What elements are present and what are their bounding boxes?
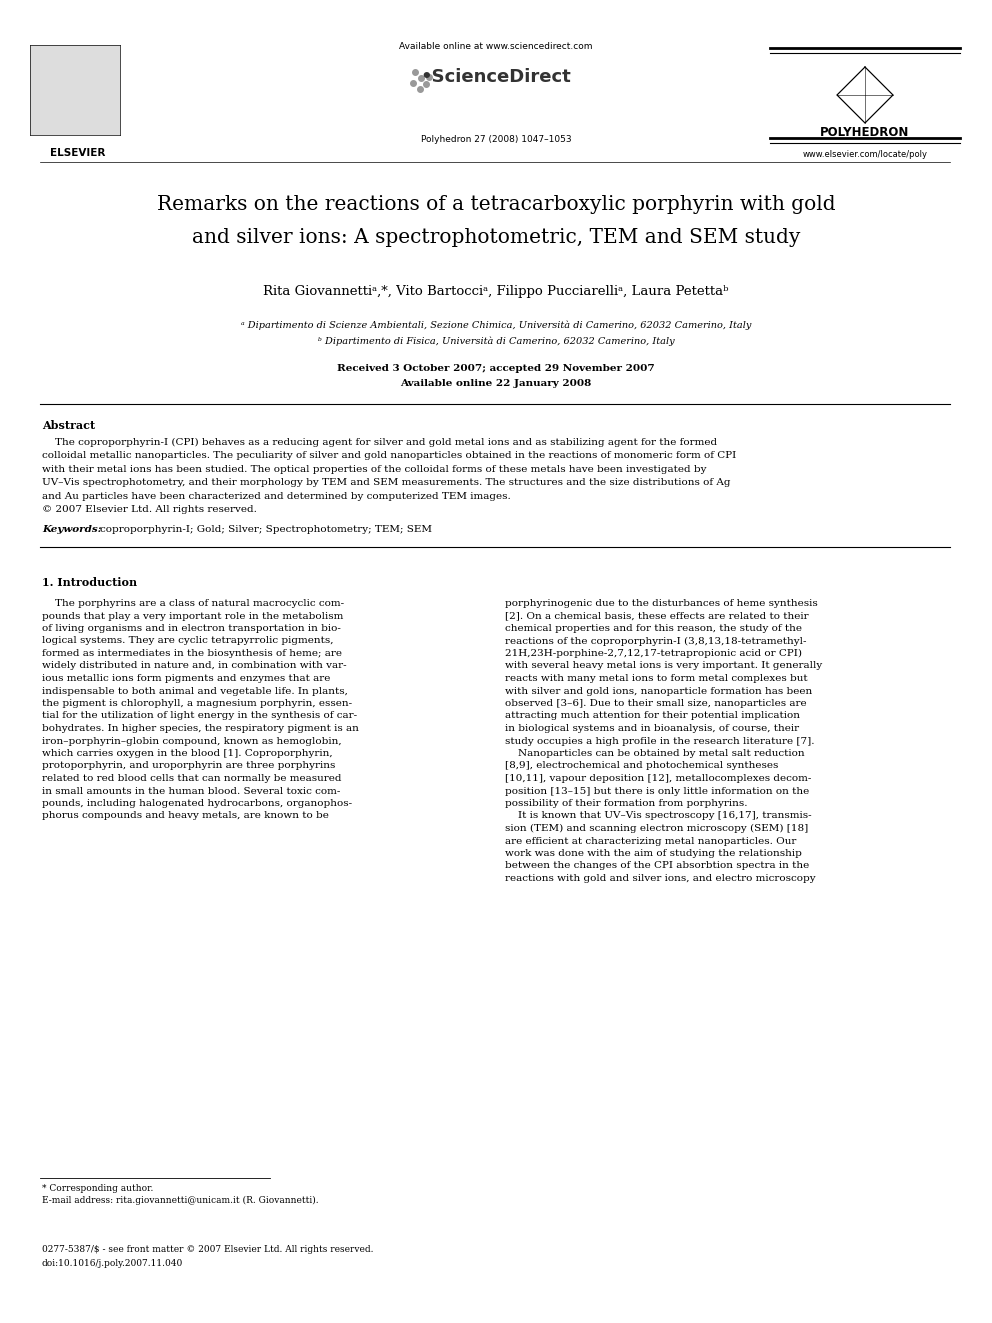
Text: Available online 22 January 2008: Available online 22 January 2008	[401, 378, 591, 388]
Text: related to red blood cells that can normally be measured: related to red blood cells that can norm…	[42, 774, 341, 783]
Text: The porphyrins are a class of natural macrocyclic com-: The porphyrins are a class of natural ma…	[42, 599, 344, 609]
Text: www.elsevier.com/locate/poly: www.elsevier.com/locate/poly	[803, 149, 928, 159]
Text: logical systems. They are cyclic tetrapyrrolic pigments,: logical systems. They are cyclic tetrapy…	[42, 636, 333, 646]
Text: formed as intermediates in the biosynthesis of heme; are: formed as intermediates in the biosynthe…	[42, 650, 342, 658]
Text: and silver ions: A spectrophotometric, TEM and SEM study: and silver ions: A spectrophotometric, T…	[191, 228, 801, 247]
Text: Keywords:: Keywords:	[42, 525, 101, 534]
Text: 21H,23H-porphine-2,7,12,17-tetrapropionic acid or CPI): 21H,23H-porphine-2,7,12,17-tetrapropioni…	[505, 650, 802, 658]
Text: Polyhedron 27 (2008) 1047–1053: Polyhedron 27 (2008) 1047–1053	[421, 135, 571, 144]
Text: indispensable to both animal and vegetable life. In plants,: indispensable to both animal and vegetab…	[42, 687, 348, 696]
Text: observed [3–6]. Due to their small size, nanoparticles are: observed [3–6]. Due to their small size,…	[505, 699, 806, 708]
Text: widely distributed in nature and, in combination with var-: widely distributed in nature and, in com…	[42, 662, 346, 671]
Text: UV–Vis spectrophotometry, and their morphology by TEM and SEM measurements. The : UV–Vis spectrophotometry, and their morp…	[42, 479, 730, 487]
Text: attracting much attention for their potential implication: attracting much attention for their pote…	[505, 712, 800, 721]
Text: in small amounts in the human blood. Several toxic com-: in small amounts in the human blood. Sev…	[42, 786, 340, 795]
Text: reacts with many metal ions to form metal complexes but: reacts with many metal ions to form meta…	[505, 673, 807, 683]
Text: •ScienceDirect: •ScienceDirect	[421, 67, 571, 86]
Text: work was done with the aim of studying the relationship: work was done with the aim of studying t…	[505, 849, 802, 859]
Text: Abstract: Abstract	[42, 419, 95, 431]
Text: chemical properties and for this reason, the study of the: chemical properties and for this reason,…	[505, 624, 802, 632]
Text: Available online at www.sciencedirect.com: Available online at www.sciencedirect.co…	[399, 42, 593, 52]
Text: with silver and gold ions, nanoparticle formation has been: with silver and gold ions, nanoparticle …	[505, 687, 812, 696]
Text: with their metal ions has been studied. The optical properties of the colloidal : with their metal ions has been studied. …	[42, 464, 706, 474]
Text: 0277-5387/$ - see front matter © 2007 Elsevier Ltd. All rights reserved.: 0277-5387/$ - see front matter © 2007 El…	[42, 1245, 374, 1254]
Text: coproporphyrin-I; Gold; Silver; Spectrophotometry; TEM; SEM: coproporphyrin-I; Gold; Silver; Spectrop…	[100, 525, 432, 534]
Text: the pigment is chlorophyll, a magnesium porphyrin, essen-: the pigment is chlorophyll, a magnesium …	[42, 699, 352, 708]
Text: doi:10.1016/j.poly.2007.11.040: doi:10.1016/j.poly.2007.11.040	[42, 1259, 184, 1267]
Text: ious metallic ions form pigments and enzymes that are: ious metallic ions form pigments and enz…	[42, 673, 330, 683]
Text: with several heavy metal ions is very important. It generally: with several heavy metal ions is very im…	[505, 662, 822, 671]
Text: [8,9], electrochemical and photochemical syntheses: [8,9], electrochemical and photochemical…	[505, 762, 779, 770]
Text: porphyrinogenic due to the disturbances of heme synthesis: porphyrinogenic due to the disturbances …	[505, 599, 817, 609]
Text: It is known that UV–Vis spectroscopy [16,17], transmis-: It is known that UV–Vis spectroscopy [16…	[505, 811, 811, 820]
Text: POLYHEDRON: POLYHEDRON	[820, 126, 910, 139]
Text: Nanoparticles can be obtained by metal salt reduction: Nanoparticles can be obtained by metal s…	[505, 749, 805, 758]
Text: tial for the utilization of light energy in the synthesis of car-: tial for the utilization of light energy…	[42, 712, 357, 721]
Text: [10,11], vapour deposition [12], metallocomplexes decom-: [10,11], vapour deposition [12], metallo…	[505, 774, 811, 783]
Text: reactions with gold and silver ions, and electro microscopy: reactions with gold and silver ions, and…	[505, 875, 815, 882]
Text: protoporphyrin, and uroporphyrin are three porphyrins: protoporphyrin, and uroporphyrin are thr…	[42, 762, 335, 770]
Text: are efficient at characterizing metal nanoparticles. Our: are efficient at characterizing metal na…	[505, 836, 797, 845]
Text: ᵇ Dipartimento di Fisica, Università di Camerino, 62032 Camerino, Italy: ᵇ Dipartimento di Fisica, Università di …	[317, 336, 675, 345]
Text: ᵃ Dipartimento di Scienze Ambientali, Sezione Chimica, Università di Camerino, 6: ᵃ Dipartimento di Scienze Ambientali, Se…	[241, 320, 751, 329]
Text: colloidal metallic nanoparticles. The peculiarity of silver and gold nanoparticl: colloidal metallic nanoparticles. The pe…	[42, 451, 736, 460]
Text: in biological systems and in bioanalysis, of course, their: in biological systems and in bioanalysis…	[505, 724, 800, 733]
Text: of living organisms and in electron transportation in bio-: of living organisms and in electron tran…	[42, 624, 341, 632]
Text: between the changes of the CPI absorbtion spectra in the: between the changes of the CPI absorbtio…	[505, 861, 809, 871]
Text: iron–porphyrin–globin compound, known as hemoglobin,: iron–porphyrin–globin compound, known as…	[42, 737, 341, 745]
Text: The coproporphyrin-I (CPI) behaves as a reducing agent for silver and gold metal: The coproporphyrin-I (CPI) behaves as a …	[42, 438, 717, 447]
Text: 1. Introduction: 1. Introduction	[42, 577, 137, 587]
Text: phorus compounds and heavy metals, are known to be: phorus compounds and heavy metals, are k…	[42, 811, 329, 820]
Text: ELSEVIER: ELSEVIER	[51, 148, 106, 157]
Text: which carries oxygen in the blood [1]. Coproporphyrin,: which carries oxygen in the blood [1]. C…	[42, 749, 332, 758]
Text: reactions of the coproporphyrin-I (3,8,13,18-tetramethyl-: reactions of the coproporphyrin-I (3,8,1…	[505, 636, 806, 646]
Text: Remarks on the reactions of a tetracarboxylic porphyrin with gold: Remarks on the reactions of a tetracarbo…	[157, 194, 835, 214]
Text: Received 3 October 2007; accepted 29 November 2007: Received 3 October 2007; accepted 29 Nov…	[337, 364, 655, 373]
Text: sion (TEM) and scanning electron microscopy (SEM) [18]: sion (TEM) and scanning electron microsc…	[505, 824, 808, 833]
Text: © 2007 Elsevier Ltd. All rights reserved.: © 2007 Elsevier Ltd. All rights reserved…	[42, 505, 257, 515]
Text: study occupies a high profile in the research literature [7].: study occupies a high profile in the res…	[505, 737, 814, 745]
Text: pounds, including halogenated hydrocarbons, organophos-: pounds, including halogenated hydrocarbo…	[42, 799, 352, 808]
Text: E-mail address: rita.giovannetti@unicam.it (R. Giovannetti).: E-mail address: rita.giovannetti@unicam.…	[42, 1196, 318, 1205]
Text: and Au particles have been characterized and determined by computerized TEM imag: and Au particles have been characterized…	[42, 492, 511, 501]
Text: * Corresponding author.: * Corresponding author.	[42, 1184, 154, 1193]
Text: Rita Giovannettiᵃ,*, Vito Bartocciᵃ, Filippo Pucciarelliᵃ, Laura Petettaᵇ: Rita Giovannettiᵃ,*, Vito Bartocciᵃ, Fil…	[263, 284, 729, 298]
Text: bohydrates. In higher species, the respiratory pigment is an: bohydrates. In higher species, the respi…	[42, 724, 359, 733]
Text: pounds that play a very important role in the metabolism: pounds that play a very important role i…	[42, 611, 343, 620]
Text: position [13–15] but there is only little information on the: position [13–15] but there is only littl…	[505, 786, 809, 795]
Text: [2]. On a chemical basis, these effects are related to their: [2]. On a chemical basis, these effects …	[505, 611, 808, 620]
Text: possibility of their formation from porphyrins.: possibility of their formation from porp…	[505, 799, 748, 808]
